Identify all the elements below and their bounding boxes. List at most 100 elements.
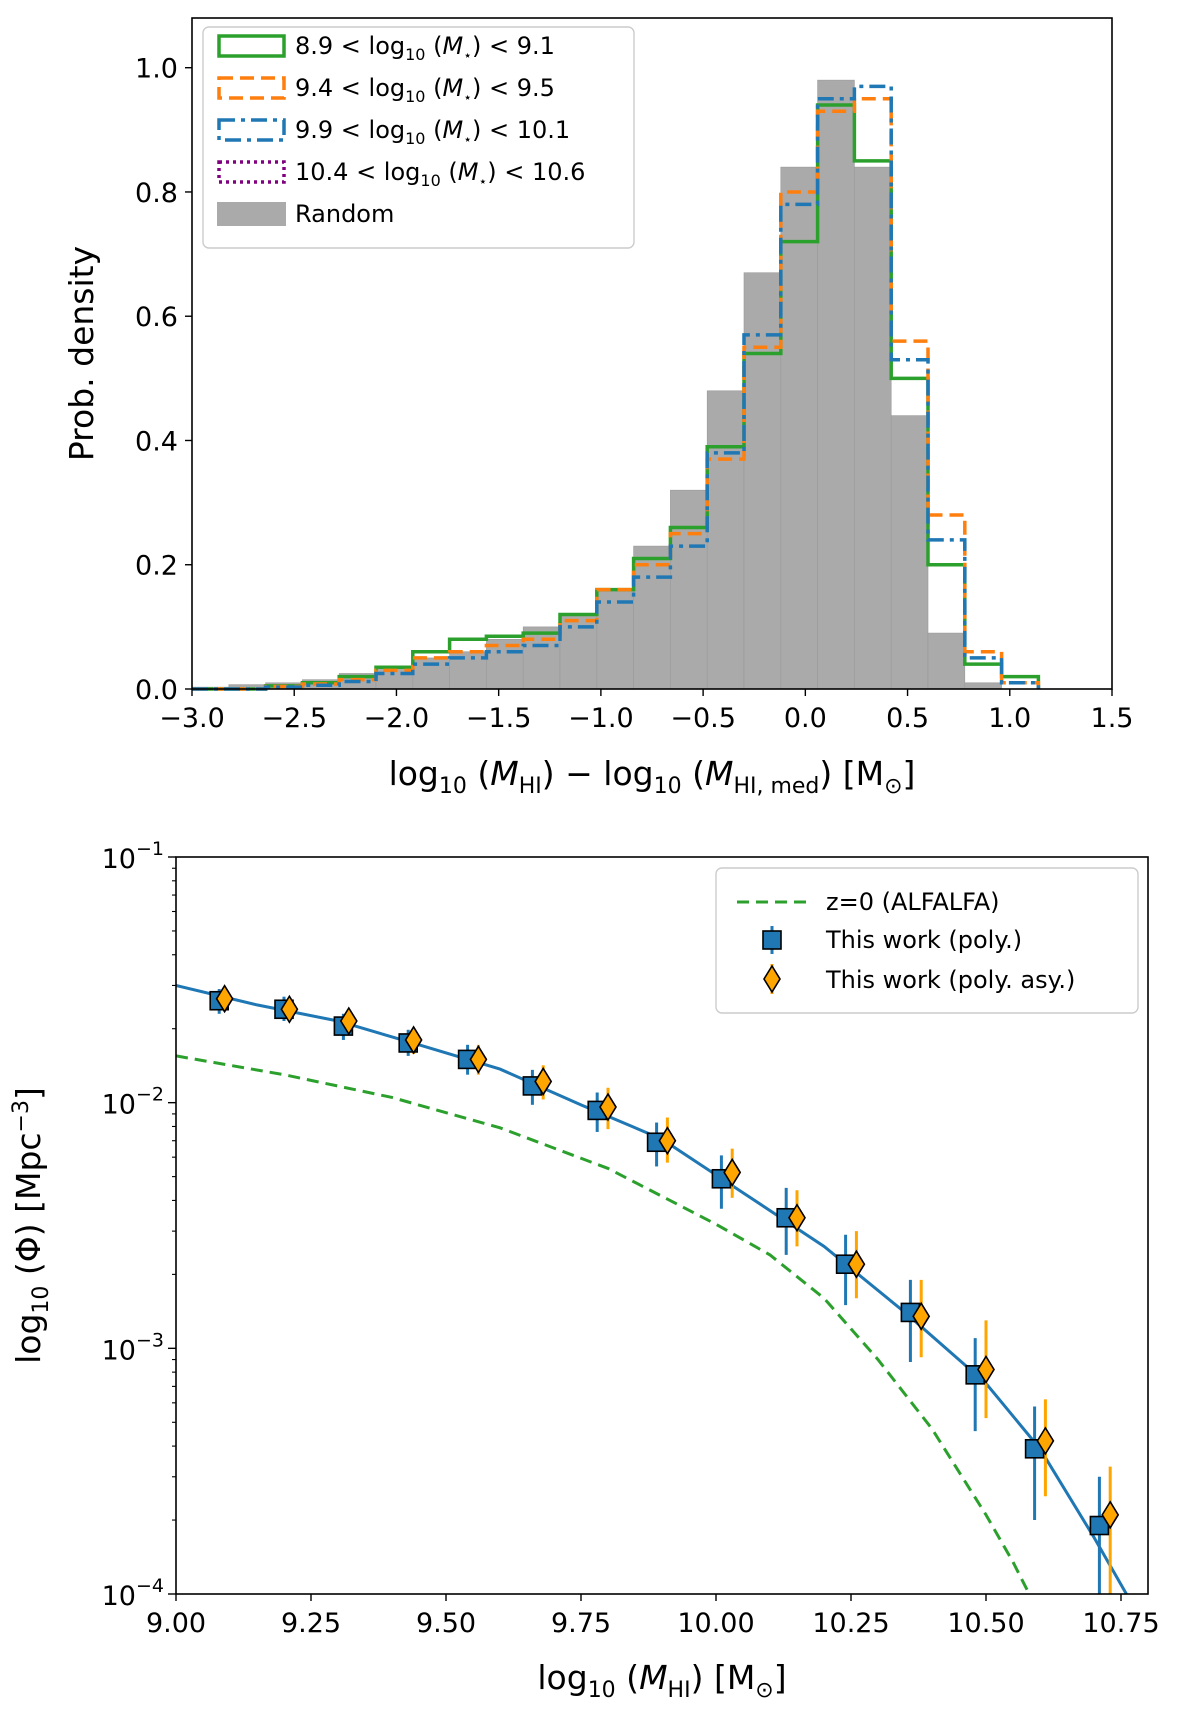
random-hist-bar bbox=[854, 166, 892, 690]
top-x-tick-label: −1.5 bbox=[466, 703, 532, 734]
legend-swatch-1 bbox=[217, 34, 286, 58]
legend-swatch-3 bbox=[217, 118, 286, 142]
diamond-marker bbox=[658, 1126, 677, 1156]
text-span: log bbox=[389, 754, 439, 793]
diamond-marker bbox=[977, 1354, 995, 1385]
top-y-tick-label: 0.2 bbox=[135, 551, 178, 582]
random-hist-bar bbox=[817, 79, 855, 690]
text-span: M bbox=[442, 116, 463, 144]
top-legend: 8.9 < log10 (M⋆) < 9.1 9.4 < log10 (M⋆) <… bbox=[202, 26, 635, 249]
top-x-tick-label: 1.0 bbox=[988, 703, 1031, 734]
text-span: ⋆ bbox=[463, 132, 472, 148]
legend-entry-1: 8.9 < log10 (M⋆) < 9.1 bbox=[295, 32, 555, 64]
legend-entry-2: 9.4 < log10 (M⋆) < 9.5 bbox=[295, 74, 555, 106]
bottom-y-tick-label: 10−4 bbox=[102, 1575, 164, 1612]
bottom-legend: z=0 (ALFALFA) This work (poly.) This work … bbox=[715, 867, 1139, 1014]
text-span: M bbox=[458, 158, 479, 186]
text-span: ) < 10.1 bbox=[472, 116, 570, 144]
text-span: (Φ) [Mpc bbox=[9, 1132, 48, 1285]
poly-fit-line bbox=[176, 983, 1128, 1594]
text-span: 10 bbox=[405, 87, 425, 106]
random-hist-bar bbox=[449, 651, 487, 690]
text-span: ( bbox=[425, 74, 442, 102]
diamond-marker bbox=[404, 1025, 423, 1055]
bottom-y-axis-label: log10 (Φ) [Mpc−3] bbox=[9, 1087, 54, 1364]
text-span: 9.9 < log bbox=[295, 116, 405, 144]
text-span: M bbox=[639, 1658, 667, 1697]
random-hist-bar bbox=[890, 415, 929, 690]
top-x-tick-label: 0.5 bbox=[886, 703, 929, 734]
text-span: ( bbox=[441, 158, 458, 186]
text-span: ] bbox=[903, 754, 916, 793]
text-span: ( bbox=[682, 754, 705, 793]
diamond-marker bbox=[339, 1006, 358, 1036]
text-span: log bbox=[9, 1314, 48, 1364]
bottom-y-tick-label: 10−3 bbox=[102, 1329, 164, 1366]
top-y-tick-label: 0.0 bbox=[135, 675, 178, 706]
text-span: HI, med bbox=[733, 774, 819, 799]
bottom-y-tick-label: 10−2 bbox=[102, 1084, 164, 1121]
top-y-tick-label: 1.0 bbox=[135, 54, 178, 85]
text-span: ) < 10.6 bbox=[487, 158, 585, 186]
bottom-x-tick-label: 9.50 bbox=[416, 1608, 476, 1639]
legend-square-marker bbox=[762, 930, 782, 950]
legend-entry-3: 9.9 < log10 (M⋆) < 10.1 bbox=[295, 116, 570, 148]
top-x-tick-label: −2.5 bbox=[261, 703, 327, 734]
top-axes-frame bbox=[191, 17, 1113, 690]
text-span: −1 bbox=[136, 838, 164, 860]
bottom-x-tick-label: 9.25 bbox=[281, 1608, 341, 1639]
text-span: 10 bbox=[588, 1678, 616, 1703]
text-span: 10.4 < log bbox=[295, 158, 420, 186]
diamond-marker bbox=[912, 1301, 931, 1331]
text-span: 10 bbox=[654, 774, 682, 799]
bottom-x-tick-label: 10.25 bbox=[812, 1608, 889, 1639]
legend-swatch-2 bbox=[217, 76, 286, 100]
text-span: 10 bbox=[439, 774, 467, 799]
top-y-tick-label: 0.6 bbox=[135, 302, 178, 333]
text-span: 10 bbox=[102, 1335, 136, 1366]
text-span: −2 bbox=[136, 1084, 164, 1106]
bottom-axes-frame bbox=[175, 856, 1149, 1595]
text-span: ) − log bbox=[542, 754, 654, 793]
top-y-axis-label: Prob. density bbox=[62, 246, 101, 461]
text-span: ) < 9.5 bbox=[472, 74, 555, 102]
bottom-y-tick-label: 10−1 bbox=[102, 838, 164, 875]
text-span: M bbox=[442, 32, 463, 60]
top-legend-box bbox=[202, 26, 635, 249]
top-x-tick-label: 0.0 bbox=[784, 703, 827, 734]
text-span: ⊙ bbox=[755, 1678, 773, 1703]
text-span: ( bbox=[467, 754, 490, 793]
text-span: ) < 9.1 bbox=[472, 32, 555, 60]
text-span: ) [M bbox=[691, 1658, 756, 1697]
legend-poly-asy-label: This work (poly. asy.) bbox=[825, 966, 1075, 994]
bottom-x-tick-label: 10.50 bbox=[947, 1608, 1024, 1639]
text-span: 10 bbox=[102, 1090, 136, 1121]
diamond-marker bbox=[1036, 1426, 1055, 1456]
top-x-tick-label: −2.0 bbox=[364, 703, 430, 734]
text-span: 10 bbox=[405, 45, 425, 64]
text-span: 10 bbox=[405, 129, 425, 148]
diamond-marker bbox=[534, 1066, 553, 1096]
text-span: 10 bbox=[102, 1581, 136, 1612]
text-span: ( bbox=[425, 32, 442, 60]
diamond-marker bbox=[788, 1203, 806, 1233]
diamond-marker bbox=[469, 1044, 488, 1074]
diamond-marker bbox=[280, 994, 299, 1024]
text-span: −4 bbox=[136, 1575, 164, 1597]
text-span: ⋆ bbox=[478, 174, 487, 190]
bottom-mass-function-panel: 9.00 9.25 9.50 9.75 10.00 10.25 10.50 10.7510−4… bbox=[9, 838, 1160, 1703]
random-hist-bar bbox=[633, 545, 671, 690]
random-hist-bar bbox=[780, 166, 818, 690]
top-x-tick-label: −3.0 bbox=[159, 703, 225, 734]
top-x-tick-label: 1.5 bbox=[1091, 703, 1134, 734]
text-span: HI bbox=[668, 1678, 691, 1703]
random-hist-bar bbox=[964, 682, 1002, 690]
random-hist-bar bbox=[927, 632, 966, 690]
alfalfa-curve bbox=[176, 1054, 1031, 1594]
text-span: ) [M bbox=[819, 754, 884, 793]
text-span: ⊙ bbox=[884, 774, 902, 799]
diamond-marker bbox=[847, 1249, 866, 1279]
text-span: 10 bbox=[102, 844, 136, 875]
bottom-plot-area bbox=[176, 983, 1128, 1594]
